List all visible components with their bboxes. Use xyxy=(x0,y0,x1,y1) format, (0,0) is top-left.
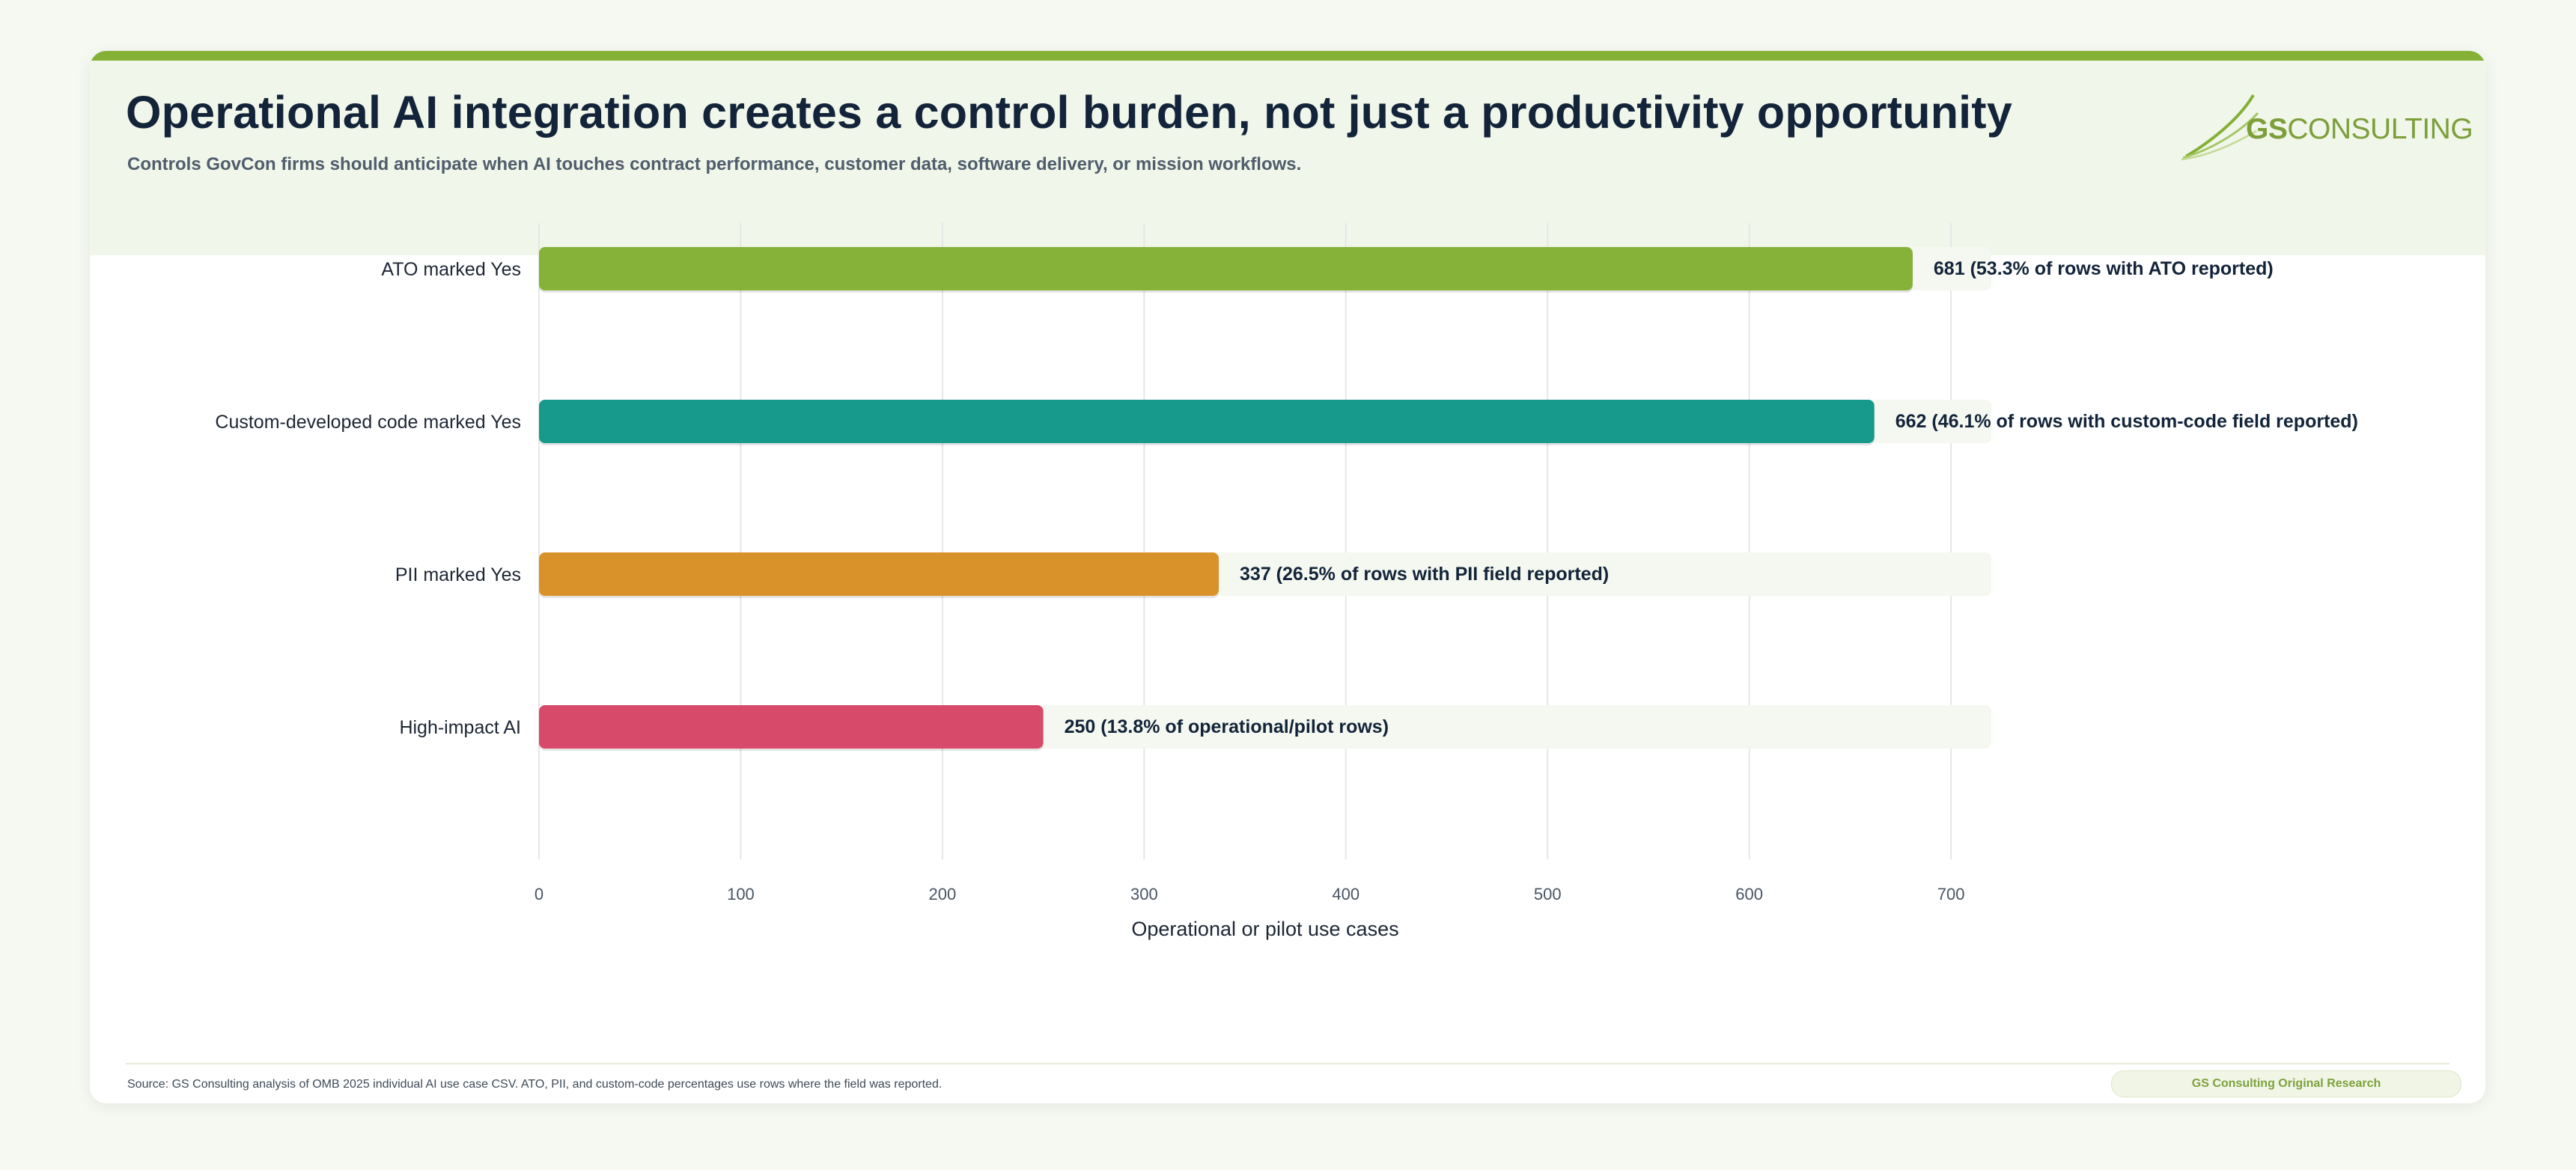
data-label: 337 (26.5% of rows with PII field report… xyxy=(1240,564,1609,585)
data-label: 681 (53.3% of rows with ATO reported) xyxy=(1934,258,2274,279)
footer-divider xyxy=(126,1063,2449,1064)
header: Operational AI integration creates a con… xyxy=(90,61,2485,255)
logo-wordmark: GSCONSULTING xyxy=(2246,113,2473,145)
research-badge: GS Consulting Original Research xyxy=(2111,1070,2461,1097)
bar xyxy=(539,400,1875,443)
x-tick-label: 600 xyxy=(1735,885,1763,904)
y-category-label: ATO marked Yes xyxy=(381,259,521,280)
x-axis-label: Operational or pilot use cases xyxy=(1131,918,1398,940)
swoosh-icon xyxy=(2181,94,2259,161)
source-note: Source: GS Consulting analysis of OMB 20… xyxy=(127,1078,943,1091)
y-category-label: PII marked Yes xyxy=(395,564,521,585)
data-label: 250 (13.8% of operational/pilot rows) xyxy=(1065,716,1389,737)
page-title: Operational AI integration creates a con… xyxy=(126,87,2012,138)
y-category-label: Custom-developed code marked Yes xyxy=(215,412,521,433)
accent-bar xyxy=(90,51,2485,61)
gs-consulting-logo: GSCONSULTING xyxy=(2178,91,2473,165)
bar xyxy=(539,552,1220,596)
x-tick-label: 200 xyxy=(929,885,957,904)
page-subtitle: Controls GovCon firms should anticipate … xyxy=(127,154,1302,174)
bar xyxy=(539,247,1913,290)
report-card: Operational AI integration creates a con… xyxy=(90,51,2485,1103)
bar-chart: ATO marked Yes 681 (53.3% of rows with AT… xyxy=(215,223,2358,940)
y-category-label: High-impact AI xyxy=(399,717,521,738)
x-tick-label: 500 xyxy=(1534,885,1562,904)
x-tick-label: 0 xyxy=(535,885,543,904)
x-tick-label: 100 xyxy=(727,885,755,904)
data-label: 662 (46.1% of rows with custom-code fiel… xyxy=(1896,411,2358,432)
x-tick-label: 700 xyxy=(1937,885,1965,904)
x-tick-label: 400 xyxy=(1332,885,1359,904)
x-tick-label: 300 xyxy=(1130,885,1158,904)
bar xyxy=(539,705,1044,749)
